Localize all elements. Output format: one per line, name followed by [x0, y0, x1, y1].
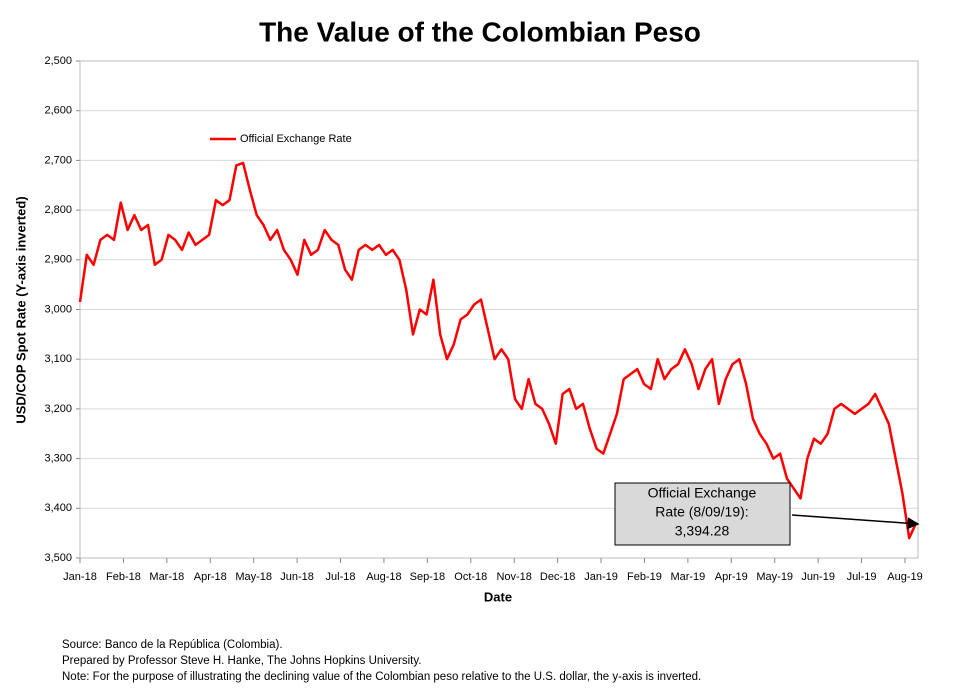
y-tick-label: 2,800 — [44, 204, 72, 216]
x-axis-title: Date — [484, 589, 512, 604]
chart-title: The Value of the Colombian Peso — [259, 16, 701, 47]
x-tick-label: May-18 — [235, 571, 272, 583]
y-tick-label: 2,900 — [44, 254, 72, 266]
y-tick-label: 3,400 — [44, 502, 72, 514]
x-tick-label: Feb-18 — [106, 571, 141, 583]
x-tick-label: Jan-18 — [63, 571, 97, 583]
x-tick-label: Sep-18 — [410, 571, 445, 583]
x-tick-label: Oct-18 — [454, 571, 487, 583]
y-tick-label: 2,600 — [44, 105, 72, 117]
x-tick-label: Apr-18 — [194, 571, 227, 583]
series-line — [78, 161, 918, 540]
x-tick-label: Feb-19 — [627, 571, 662, 583]
x-tick-label: Jul-18 — [326, 571, 356, 583]
annotation-text: Rate (8/09/19): — [655, 504, 748, 520]
x-tick-label: Jan-19 — [584, 571, 618, 583]
x-tick-label: Jun-19 — [801, 571, 835, 583]
y-tick-label: 2,700 — [44, 154, 72, 166]
x-tick-label: Dec-18 — [540, 571, 575, 583]
annotation-text: Official Exchange — [648, 485, 757, 501]
x-tick-label: Mar-18 — [149, 571, 184, 583]
y-axis-title: USD/COP Spot Rate (Y-axis inverted) — [13, 196, 28, 423]
y-tick-label: 3,500 — [44, 552, 72, 564]
y-tick-label: 3,000 — [44, 303, 72, 315]
x-tick-label: Mar-19 — [670, 571, 705, 583]
note: Note: For the purpose of illustrating th… — [62, 671, 701, 683]
y-tick-label: 2,500 — [44, 55, 72, 67]
x-tick-label: Nov-18 — [496, 571, 531, 583]
y-tick-label: 3,300 — [44, 453, 72, 465]
y-tick-label: 3,200 — [44, 403, 72, 415]
annotation-arrow — [791, 514, 920, 530]
annotation-box — [614, 482, 791, 546]
x-tick-label: Apr-19 — [715, 571, 748, 583]
annotation-text: 3,394.28 — [675, 523, 730, 539]
plot-frame — [79, 60, 919, 559]
legend-label: Official Exchange Rate — [240, 133, 352, 145]
note: Prepared by Professor Steve H. Hanke, Th… — [62, 655, 421, 667]
note: Source: Banco de la República (Colombia)… — [62, 639, 283, 651]
x-tick-label: May-19 — [756, 571, 793, 583]
x-tick-label: Aug-18 — [366, 571, 401, 583]
x-tick-label: Jun-18 — [280, 571, 314, 583]
x-tick-label: Aug-19 — [887, 571, 922, 583]
y-tick-label: 3,100 — [44, 353, 72, 365]
x-tick-label: Jul-19 — [847, 571, 877, 583]
